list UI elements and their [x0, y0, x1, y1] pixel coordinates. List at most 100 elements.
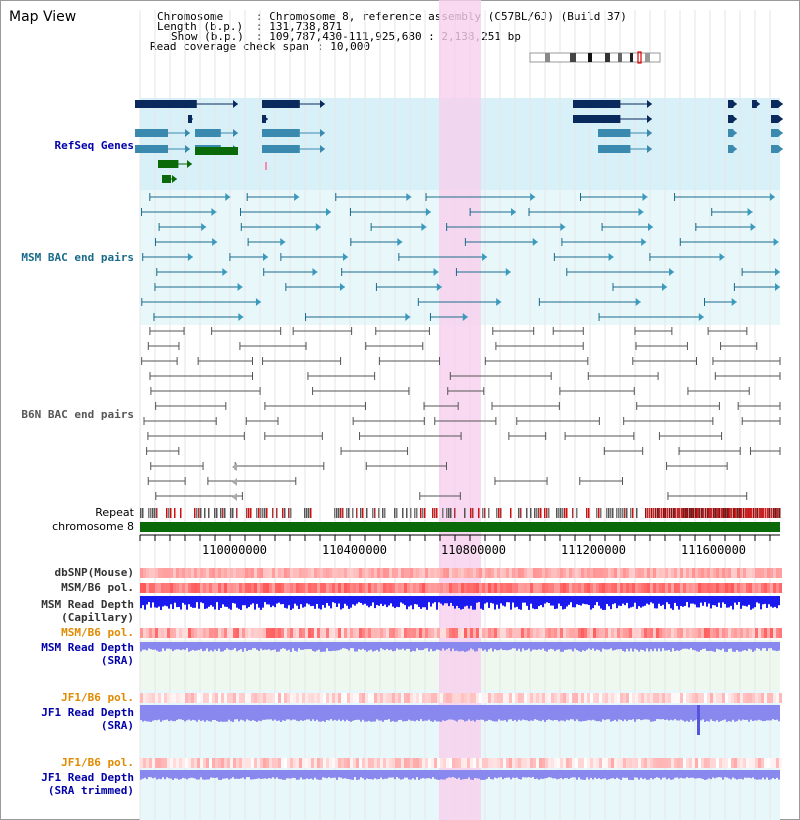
depth-bar — [484, 770, 486, 780]
heat-cell — [497, 568, 500, 578]
chromosome-ideogram[interactable] — [529, 51, 661, 64]
depth-bar — [606, 705, 608, 720]
heat-cell — [173, 628, 176, 638]
depth-bar — [518, 642, 520, 649]
repeat-mark — [671, 508, 673, 518]
depth-bar — [244, 770, 246, 780]
heat-cell — [317, 583, 320, 593]
track-label-refseq[interactable]: RefSeq Genes — [54, 139, 134, 152]
depth-bar — [644, 596, 646, 606]
heat-cell — [326, 693, 329, 703]
heat-cell — [311, 583, 314, 593]
depth-bar — [650, 642, 652, 650]
heat-cell — [575, 693, 578, 703]
depth-bar — [498, 642, 500, 651]
depth-bar — [302, 770, 304, 780]
heat-cell — [623, 628, 626, 638]
msm-bac-pairs[interactable] — [141, 193, 780, 321]
heat-cell — [443, 758, 446, 768]
depth-bar — [582, 596, 584, 604]
heat-cell — [230, 568, 233, 578]
depth-bar — [682, 642, 684, 649]
depth-bar — [534, 770, 536, 780]
depth-bar — [580, 705, 582, 722]
heat-cell — [725, 693, 728, 703]
depth-bar — [602, 642, 604, 649]
depth-bar — [740, 705, 742, 721]
depth-bar — [198, 705, 200, 720]
depth-bar — [212, 642, 214, 652]
track-label-msm-bac[interactable]: MSM BAC end pairs — [21, 251, 134, 264]
heat-cell — [236, 628, 239, 638]
depth-bar — [358, 770, 360, 780]
depth-bar — [306, 642, 308, 650]
depth-bar — [452, 596, 454, 606]
heat-cell — [332, 583, 335, 593]
heat-cell — [545, 758, 548, 768]
b6n-bac-pairs[interactable] — [141, 327, 781, 501]
heat-cell — [263, 628, 266, 638]
depth-bar — [468, 642, 470, 651]
depth-bar — [348, 596, 350, 609]
heat-cell — [752, 628, 755, 638]
heat-cell — [146, 583, 149, 593]
heat-cell — [554, 758, 557, 768]
heat-cell — [308, 693, 311, 703]
depth-bar — [776, 705, 778, 720]
heat-cell — [725, 583, 728, 593]
depth-bar — [450, 596, 452, 603]
bac-end-arrow — [325, 208, 331, 216]
depth-bar — [576, 596, 578, 605]
heat-cell — [689, 583, 692, 593]
heat-cell — [728, 568, 731, 578]
heat-cell — [359, 758, 362, 768]
heat-cell — [344, 693, 347, 703]
repeat-mark — [630, 508, 632, 518]
heat-cell — [650, 628, 653, 638]
refseq-genes[interactable] — [135, 100, 783, 183]
depth-bar — [630, 705, 632, 720]
depth-bar — [664, 770, 666, 778]
repeat-mark — [434, 508, 436, 518]
depth-bar — [218, 705, 220, 722]
repeat-mark — [472, 508, 474, 518]
heat-cell — [695, 758, 698, 768]
heat-cell — [281, 568, 284, 578]
depth-bar — [228, 642, 230, 650]
heat-cell — [185, 628, 188, 638]
highlight-region[interactable] — [439, 0, 481, 820]
heat-cell — [149, 693, 152, 703]
depth-bar — [650, 770, 652, 778]
heat-cell — [767, 628, 770, 638]
depth-bar — [716, 596, 718, 607]
repeat-mark — [560, 508, 562, 518]
heat-cell — [722, 758, 725, 768]
depth-bar — [646, 642, 648, 649]
depth-bar — [506, 596, 508, 603]
depth-bar — [552, 705, 554, 721]
depth-bar — [156, 770, 158, 780]
depth-bar — [528, 642, 530, 649]
heat-cell — [434, 693, 437, 703]
heat-cell — [761, 758, 764, 768]
heat-cell — [482, 568, 485, 578]
depth-bar — [718, 705, 720, 722]
depth-bar — [558, 770, 560, 779]
depth-bar — [602, 705, 604, 720]
heat-cell — [581, 758, 584, 768]
heat-cell — [284, 628, 287, 638]
depth-bar — [348, 770, 350, 780]
heat-cell — [437, 583, 440, 593]
depth-bar — [520, 596, 522, 610]
heat-cell — [674, 583, 677, 593]
depth-bar — [260, 596, 262, 610]
heat-cell — [506, 758, 509, 768]
heat-cell — [746, 583, 749, 593]
track-label-b6n-bac[interactable]: B6N BAC end pairs — [21, 408, 134, 421]
depth-bar — [248, 770, 250, 778]
depth-bar — [456, 642, 458, 651]
heat-cell — [629, 693, 632, 703]
repeat-mark — [774, 508, 776, 518]
heat-cell — [551, 568, 554, 578]
